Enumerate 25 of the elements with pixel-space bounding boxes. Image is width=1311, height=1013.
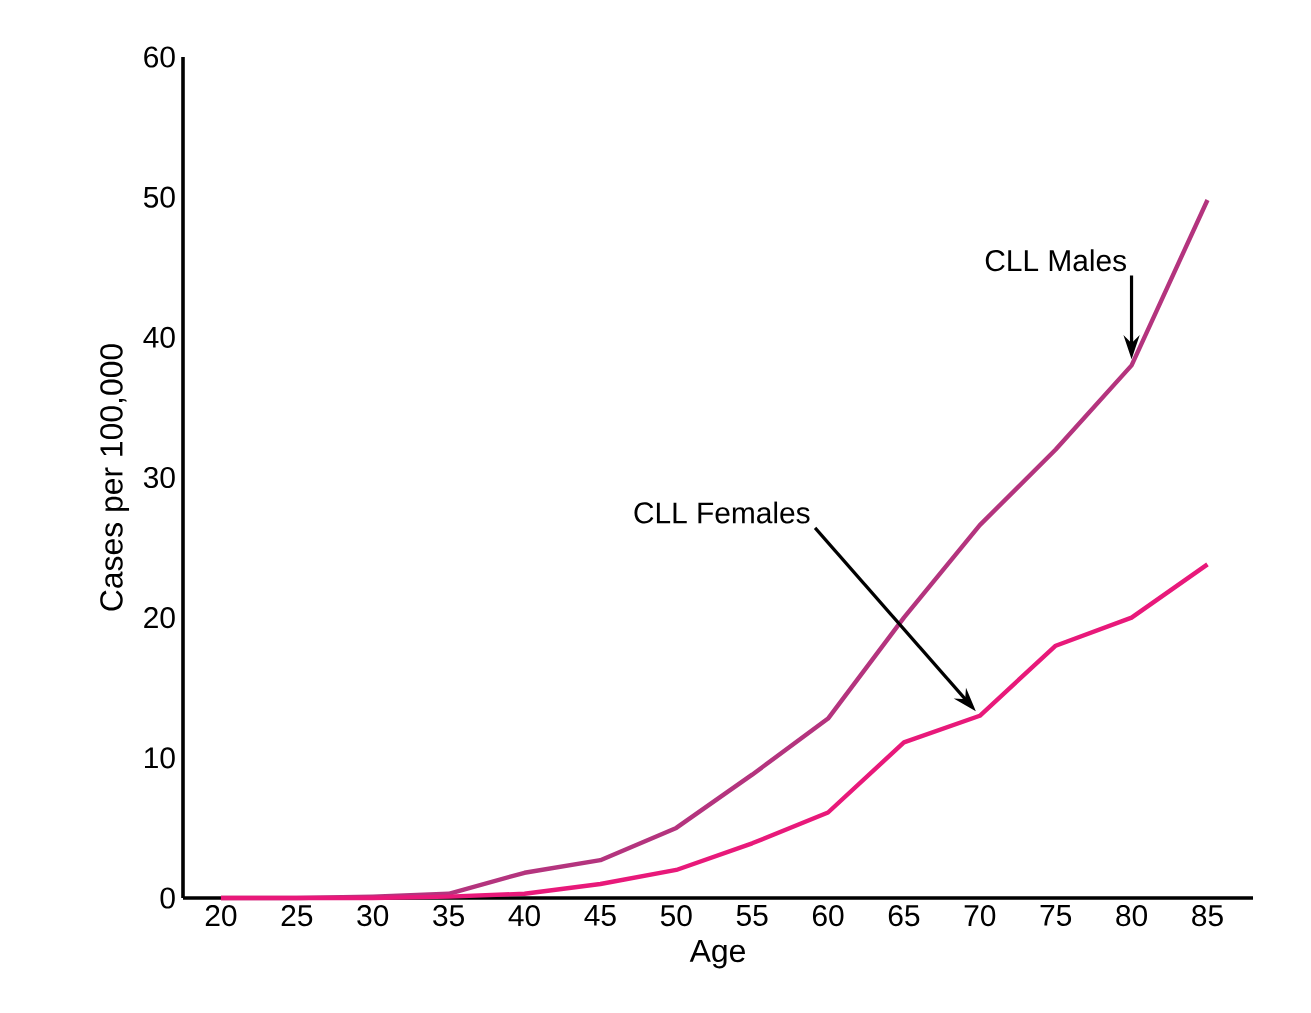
y-tick-label: 0 — [160, 887, 175, 909]
y-tick-label: 10 — [145, 747, 175, 769]
x-tick-label: 80 — [1116, 905, 1148, 927]
y-tick-label: 40 — [143, 326, 175, 348]
x-tick-label: 35 — [433, 905, 464, 927]
x-tick-label: 25 — [281, 905, 313, 927]
x-tick-label: 20 — [205, 905, 237, 927]
series-label: CLL Males — [985, 249, 1126, 272]
x-tick-label: 40 — [508, 905, 540, 927]
x-tick-label: 70 — [964, 905, 996, 927]
y-tick-label: 50 — [143, 186, 175, 208]
x-tick-label: 55 — [736, 905, 768, 926]
x-tick-label: 50 — [660, 905, 692, 927]
y-tick-label: 60 — [144, 46, 175, 68]
y-tick-label: 30 — [143, 466, 175, 489]
x-axis-title: Age — [689, 939, 745, 969]
x-tick-label: 60 — [812, 905, 844, 927]
x-tick-label: 65 — [888, 905, 920, 927]
x-tick-label: 30 — [357, 905, 389, 927]
y-axis-title: Cases per 100,000 — [100, 344, 130, 611]
y-tick-label: 20 — [144, 607, 175, 629]
text: CLL Females — [634, 501, 810, 524]
x-tick-label: 45 — [584, 905, 616, 926]
x-tick-label: 85 — [1192, 905, 1223, 927]
x-tick-label: 75 — [1040, 905, 1072, 926]
